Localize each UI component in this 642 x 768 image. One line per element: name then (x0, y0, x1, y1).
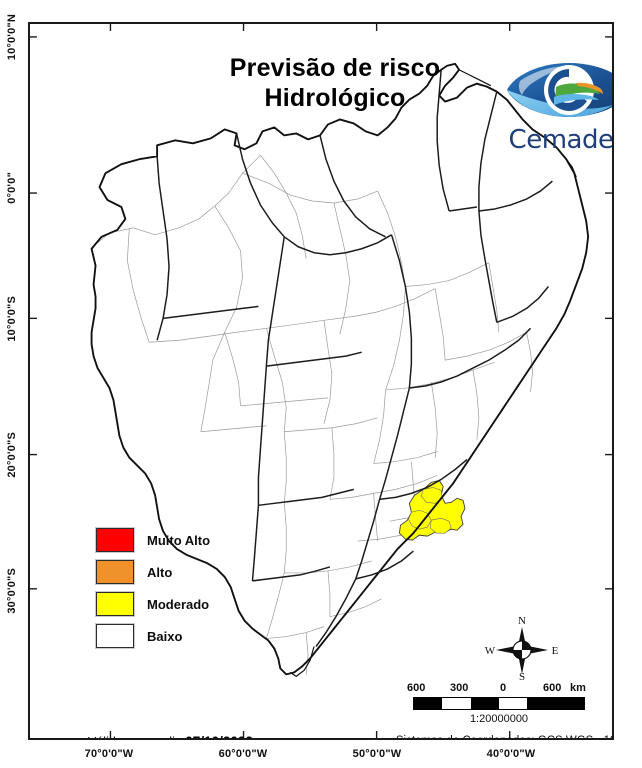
legend-item-baixo: Baixo (96, 620, 210, 652)
scale-segment (442, 698, 471, 709)
scale-label-0: 0 (500, 682, 507, 694)
legend-label-baixo: Baixo (147, 628, 183, 644)
scale-segment (527, 698, 556, 709)
scale-ratio: 1:20000000 (469, 713, 529, 725)
frame-ticks (30, 24, 612, 738)
title-line-2: Hidrológico (264, 83, 406, 112)
scale-segment (555, 698, 584, 709)
state-borders (156, 69, 553, 647)
validity-prefix: Válida para o dia (88, 735, 185, 738)
coastline-detail (289, 69, 577, 678)
compass-south-label: S (519, 671, 525, 683)
validity-note: Válida para o dia 07/10/2022 (88, 734, 253, 738)
brazil-map (30, 24, 612, 738)
legend-item-alto: Alto (96, 556, 210, 588)
compass-west-label: W (485, 645, 496, 657)
cemaden-logo: Cemaden (504, 57, 614, 157)
scale-bar: 600 300 0 600 km 1:20000000 (407, 682, 586, 725)
map-frame: Previsão de risco Hidrológico (28, 22, 614, 740)
lon-label-40w: 40°0'0"W (486, 748, 536, 760)
legend-swatch-baixo (96, 624, 134, 648)
scale-bar-labels: 600 300 0 600 km (407, 682, 586, 697)
scale-label-600-right: 600 (543, 682, 562, 694)
title-line-1: Previsão de risco (229, 54, 441, 82)
compass-rose: N S E W (482, 612, 562, 684)
national-border (90, 62, 590, 676)
legend-item-muito-alto: Muito Alto (96, 524, 210, 556)
lat-label-10s: 10°0'0"S (6, 296, 18, 342)
scale-bar-graphic (413, 697, 585, 710)
risk-legend: Muito Alto Alto Moderado Baixo (96, 524, 210, 652)
legend-label-moderado: Moderado (147, 596, 210, 612)
legend-swatch-alto (96, 560, 134, 584)
lat-label-20s: 20°0'0"S (6, 432, 18, 478)
lat-label-30s: 30°0'0"S (6, 568, 18, 614)
lon-label-50w: 50°0'0"W (352, 748, 402, 760)
cemaden-logo-text: Cemaden (508, 125, 614, 155)
lat-label-10n: 10°0'0"N (6, 14, 18, 61)
scale-label-300: 300 (450, 682, 469, 694)
lon-label-60w: 60°0'0"W (218, 748, 268, 760)
scale-segment (470, 698, 499, 709)
legend-item-moderado: Moderado (96, 588, 210, 620)
compass-icon: N S E W (485, 615, 559, 683)
scale-segment (414, 698, 443, 709)
lat-label-0: 0°0'0" (6, 172, 18, 204)
map-title: Previsão de risco Hidrológico (180, 54, 490, 113)
compass-east-label: E (552, 645, 559, 657)
legend-label-muito-alto: Muito Alto (147, 532, 211, 548)
scale-label-600-left: 600 (407, 682, 426, 694)
coord-system-line: Sistemas de Coordenadas: GCS WGS - 1984 (385, 734, 612, 738)
scale-segment (498, 698, 528, 709)
cemaden-eye-icon (507, 63, 612, 117)
compass-north-label: N (518, 615, 526, 627)
legend-swatch-muito-alto (96, 528, 134, 552)
legend-swatch-moderado (96, 592, 134, 616)
scale-unit-label: km (570, 682, 586, 694)
validity-date: 07/10/2022 (185, 734, 253, 738)
coordinate-system-note: Sistemas de Coordenadas: GCS WGS - 1984 … (385, 734, 612, 738)
lon-label-70w: 70°0'0"W (84, 748, 134, 760)
legend-label-alto: Alto (147, 564, 173, 580)
